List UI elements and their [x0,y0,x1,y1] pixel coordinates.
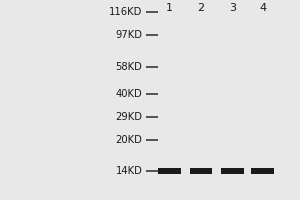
Text: 3: 3 [229,3,236,13]
Text: 2: 2 [197,3,205,13]
Text: 14KD: 14KD [116,166,142,176]
Text: 116KD: 116KD [109,7,142,17]
Bar [158,168,181,174]
Bar [190,168,212,174]
Bar [221,168,244,174]
Text: 58KD: 58KD [116,62,142,72]
Text: 20KD: 20KD [116,135,142,145]
Text: 29KD: 29KD [116,112,142,122]
Text: 40KD: 40KD [116,89,142,99]
Text: 1: 1 [166,3,173,13]
Text: 4: 4 [259,3,266,13]
Bar [251,168,274,174]
Text: 97KD: 97KD [116,30,142,40]
